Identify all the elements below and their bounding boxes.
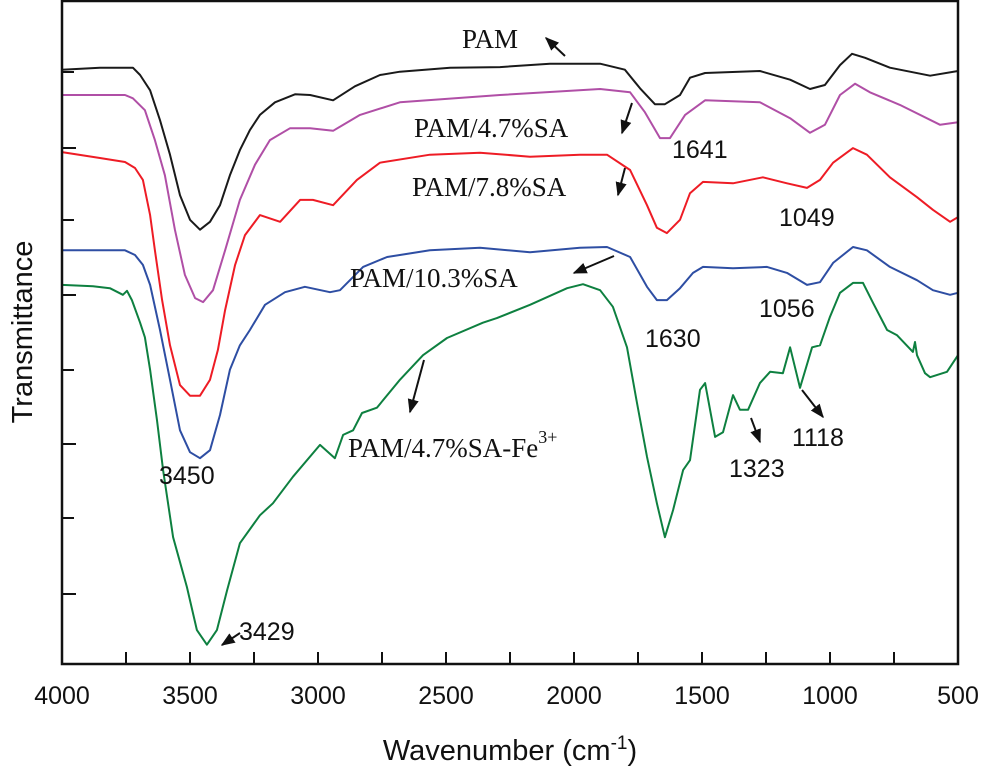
arrow-1323 — [750, 417, 761, 444]
series-line-0 — [61, 52, 959, 231]
arrow-1118 — [801, 389, 824, 419]
x-tick-label: 1000 — [802, 682, 858, 710]
series-label-sa78: PAM/7.8%SA — [412, 172, 567, 202]
peak-label-1323: 1323 — [729, 455, 785, 483]
arrow-sa47 — [620, 102, 633, 135]
series-label-sa103: PAM/10.3%SA — [350, 263, 518, 293]
series-label-pam: PAM — [462, 24, 518, 54]
peak-label-1641: 1641 — [672, 136, 728, 164]
series-label-fe: PAM/4.7%SA-Fe3+ — [348, 427, 557, 463]
series-line-3 — [62, 246, 959, 460]
x-tick-label: 2500 — [418, 682, 474, 710]
peak-label-3450: 3450 — [159, 462, 215, 490]
arrow-sa103 — [572, 255, 615, 274]
series-curves — [61, 52, 959, 646]
x-tick-labels: 4000 3500 3000 2500 2000 1500 1000 500 — [34, 682, 979, 710]
peak-label-1118: 1118 — [792, 424, 844, 452]
arrow-pam — [544, 37, 566, 57]
peak-label-1049: 1049 — [779, 204, 835, 232]
peak-label-1056: 1056 — [759, 295, 815, 323]
y-axis-title: Transmittance — [7, 241, 39, 424]
axis-ticks — [61, 71, 959, 664]
series-line-4 — [61, 281, 959, 646]
x-tick-label: 2000 — [546, 682, 602, 710]
series-label-sa47: PAM/4.7%SA — [414, 113, 569, 143]
arrow-3429 — [220, 632, 241, 646]
series-line-2 — [61, 147, 959, 397]
series-line-1 — [62, 82, 959, 304]
x-axis-title: Wavenumber (cm-1) — [383, 733, 637, 767]
x-tick-label: 500 — [937, 682, 979, 710]
arrow-sa78 — [615, 167, 627, 197]
x-tick-label: 1500 — [674, 682, 730, 710]
x-tick-label: 3000 — [290, 682, 346, 710]
peak-label-3429: 3429 — [239, 618, 295, 646]
x-tick-label: 4000 — [34, 682, 90, 710]
x-tick-label: 3500 — [162, 682, 218, 710]
arrow-fe — [407, 359, 425, 414]
peak-label-1630: 1630 — [645, 325, 701, 353]
